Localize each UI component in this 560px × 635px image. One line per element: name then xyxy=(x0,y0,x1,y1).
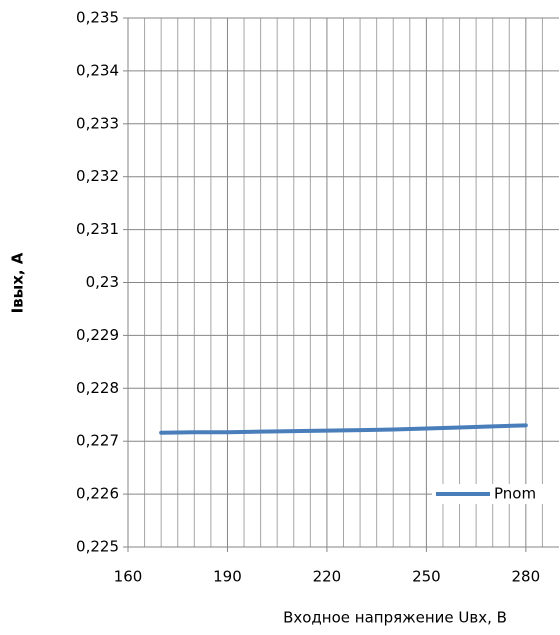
y-tick-label: 0,231 xyxy=(76,220,119,238)
y-tick-label: 0,232 xyxy=(76,167,119,185)
y-tick-label: 0,235 xyxy=(76,9,119,27)
data-line xyxy=(159,423,528,435)
y-axis-title: Iвых, А xyxy=(9,252,27,313)
x-tick-label: 220 xyxy=(313,568,342,586)
y-tick-label: 0,234 xyxy=(76,61,119,79)
y-tick-label: 0,233 xyxy=(76,114,119,132)
x-tick-label: 190 xyxy=(213,568,242,586)
y-tick-label: 0,227 xyxy=(76,432,119,450)
y-tick-label: 0,23 xyxy=(86,273,119,291)
x-tick-label: 280 xyxy=(512,568,541,586)
x-tick-label: 250 xyxy=(412,568,441,586)
legend-bg xyxy=(432,484,560,504)
y-tick-label: 0,225 xyxy=(76,538,119,556)
y-tick-label: 0,229 xyxy=(76,326,119,344)
y-tick-label: 0,226 xyxy=(76,485,119,503)
x-axis-title: Входное напряжение Uвх, В xyxy=(283,609,507,627)
y-tick-label: 0,228 xyxy=(76,379,119,397)
legend-label: Pnom xyxy=(494,485,536,503)
x-tick-label: 160 xyxy=(114,568,143,586)
